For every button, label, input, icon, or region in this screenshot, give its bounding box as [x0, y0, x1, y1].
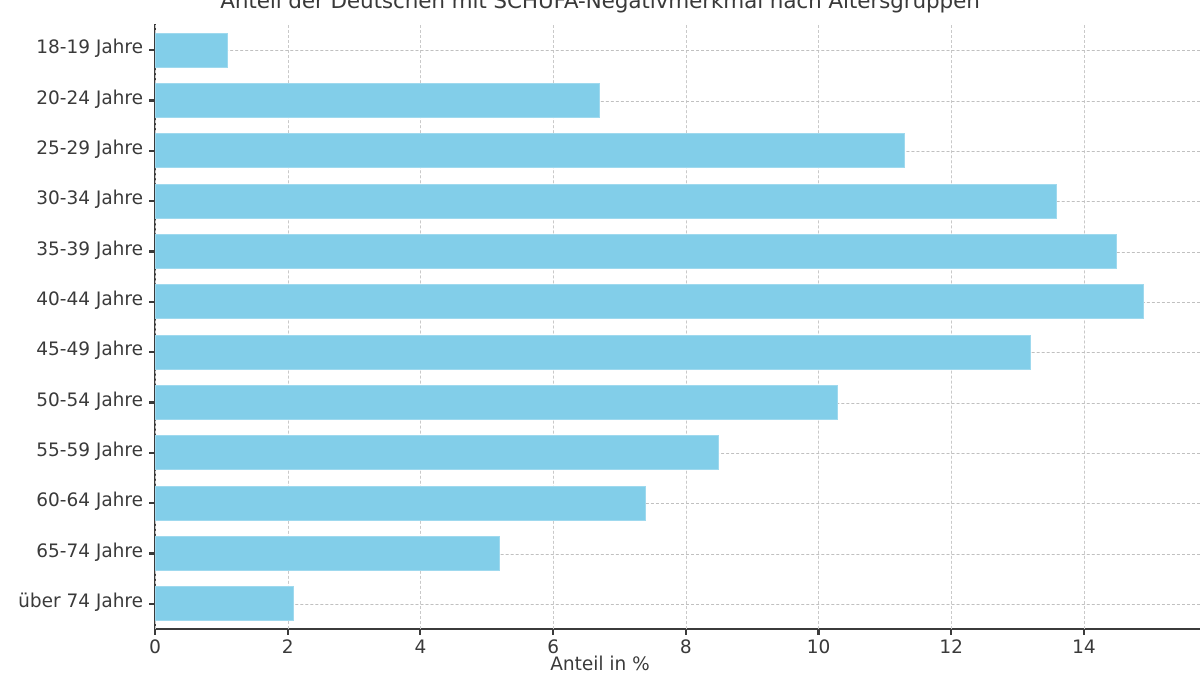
bar[interactable]	[155, 485, 646, 521]
x-gridline	[818, 25, 820, 629]
y-tick-mark	[149, 602, 155, 605]
bar[interactable]	[155, 133, 905, 169]
y-tick-label: 50-54 Jahre	[36, 389, 143, 411]
x-tick-mark	[817, 629, 820, 635]
bar[interactable]	[155, 234, 1118, 269]
y-tick-mark	[149, 49, 155, 52]
y-gridline	[155, 503, 1200, 505]
chart-title: Anteil der Deutschen mit SCHUFA-Negativm…	[220, 0, 980, 14]
x-tick-mark	[684, 629, 687, 635]
y-tick-label: 25-29 Jahre	[36, 137, 143, 159]
x-gridline	[420, 25, 422, 629]
x-tick-label: 12	[939, 637, 963, 658]
x-gridline	[155, 25, 156, 629]
x-tick-mark	[1082, 629, 1085, 635]
y-tick-mark	[149, 200, 155, 203]
bar[interactable]	[155, 586, 295, 622]
bar[interactable]	[155, 385, 839, 420]
x-tick-label: 10	[806, 637, 831, 658]
plot-area: 0 2 4 6 8 10 12 14 18-19 Jahre 20-24 Jahre 25-29 J…	[18, 25, 1200, 658]
bar[interactable]	[155, 32, 228, 68]
bar[interactable]	[155, 83, 600, 118]
y-tick-label: 35-39 Jahre	[36, 238, 143, 260]
x-tick-mark	[950, 629, 953, 635]
y-tick-label: 55-59 Jahre	[36, 439, 143, 461]
bar[interactable]	[155, 435, 719, 471]
x-axis-spine	[154, 627, 1200, 630]
x-tick-mark	[153, 629, 157, 635]
y-gridline	[155, 603, 1200, 605]
x-tick-label: 8	[679, 637, 692, 658]
bar[interactable]	[155, 183, 1058, 219]
x-gridline	[553, 25, 555, 629]
x-tick-mark	[286, 629, 289, 635]
y-tick-mark	[149, 502, 155, 505]
y-tick-label: 30-34 Jahre	[36, 188, 143, 210]
y-tick-mark	[149, 351, 155, 354]
x-tick-label: 6	[547, 637, 559, 658]
y-tick-mark	[149, 250, 155, 253]
x-gridline	[1083, 25, 1085, 629]
bar[interactable]	[155, 536, 501, 571]
y-tick-label: 45-49 Jahre	[36, 339, 143, 361]
y-tick-mark	[149, 149, 155, 152]
y-tick-label: 60-64 Jahre	[36, 490, 143, 512]
y-gridline	[155, 553, 1200, 555]
x-tick-mark	[419, 629, 422, 635]
y-tick-mark	[149, 401, 155, 404]
bar[interactable]	[155, 284, 1144, 320]
x-tick-label: 14	[1072, 637, 1096, 658]
y-gridline	[155, 100, 1200, 102]
y-tick-mark	[149, 552, 155, 555]
y-tick-label: 18-19 Jahre	[36, 37, 143, 59]
x-gridline	[685, 25, 687, 629]
x-gridline	[287, 25, 289, 629]
y-tick-label: 20-24 Jahre	[36, 87, 143, 109]
x-tick-mark	[551, 629, 555, 635]
y-tick-label: über 74 Jahre	[18, 590, 143, 612]
y-tick-mark	[149, 99, 155, 102]
y-gridline	[155, 50, 1200, 52]
y-tick-mark	[149, 300, 155, 303]
x-gridline	[951, 25, 953, 629]
y-tick-mark	[149, 451, 155, 454]
x-tick-label: 4	[414, 637, 427, 658]
y-tick-label: 40-44 Jahre	[36, 288, 143, 310]
bar[interactable]	[155, 334, 1031, 370]
x-tick-label: 2	[281, 637, 294, 658]
x-axis-label: Anteil in %	[550, 654, 650, 675]
x-tick-label: 0	[149, 637, 161, 658]
y-tick-label: 65-74 Jahre	[36, 540, 143, 562]
